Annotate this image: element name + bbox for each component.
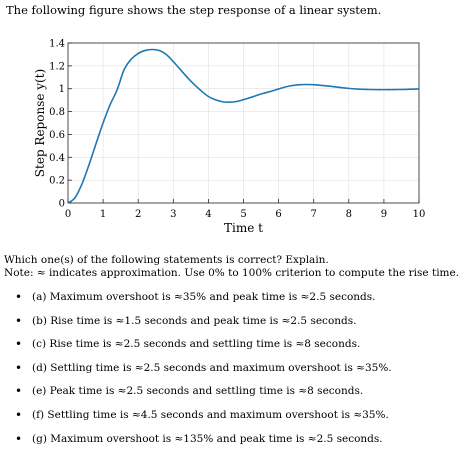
- x-tick-label: 7: [311, 209, 317, 220]
- grid: [67, 42, 420, 204]
- option-d: (d) Settling time is ≈2.5 seconds and ma…: [4, 357, 392, 381]
- y-tick-label: 0: [59, 199, 65, 210]
- x-tick-label: 2: [135, 209, 141, 220]
- x-tick-label: 6: [275, 209, 281, 220]
- option-f: (f) Settling time is ≈4.5 seconds and ma…: [4, 404, 392, 428]
- y-tick-label: 0.8: [49, 107, 65, 118]
- y-axis-label: Step Reponse y(t): [33, 69, 47, 177]
- y-tick-label: 1: [59, 84, 65, 95]
- x-tick-label: 8: [346, 209, 352, 220]
- options-list: (a) Maximum overshoot is ≈35% and peak t…: [4, 286, 392, 451]
- option-e: (e) Peak time is ≈2.5 seconds and settli…: [4, 380, 392, 404]
- x-tick-label: 10: [413, 209, 426, 220]
- y-tick-label: 0.2: [49, 176, 65, 187]
- x-axis-label: Time t: [224, 221, 263, 235]
- intro-text: The following figure shows the step resp…: [6, 3, 382, 17]
- x-tick-label: 3: [170, 209, 176, 220]
- y-tick-label: 0.4: [49, 153, 65, 164]
- y-tick-label: 0.6: [49, 130, 65, 141]
- option-b: (b) Rise time is ≈1.5 seconds and peak t…: [4, 310, 392, 334]
- x-tick-label: 5: [240, 209, 246, 220]
- option-c: (c) Rise time is ≈2.5 seconds and settli…: [4, 333, 392, 357]
- option-a: (a) Maximum overshoot is ≈35% and peak t…: [4, 286, 392, 310]
- ticks: 0 1 2 3 4 5 6 7 8 9 10 0 0.2 0.4 0.6 0.8 1 1.2 1.4: [49, 39, 425, 221]
- y-tick-label: 1.2: [49, 61, 65, 72]
- x-tick-label: 0: [65, 209, 71, 220]
- note-text: Note: ≈ indicates approximation. Use 0% …: [4, 267, 460, 279]
- x-tick-label: 9: [381, 209, 387, 220]
- step-response-line: [67, 48, 420, 204]
- y-tick-label: 1.4: [49, 39, 65, 50]
- option-g: (g) Maximum overshoot is ≈135% and peak …: [4, 428, 392, 451]
- x-tick-label: 4: [205, 209, 211, 220]
- question-text: Which one(s) of the following statements…: [4, 254, 329, 266]
- x-tick-label: 1: [100, 209, 106, 220]
